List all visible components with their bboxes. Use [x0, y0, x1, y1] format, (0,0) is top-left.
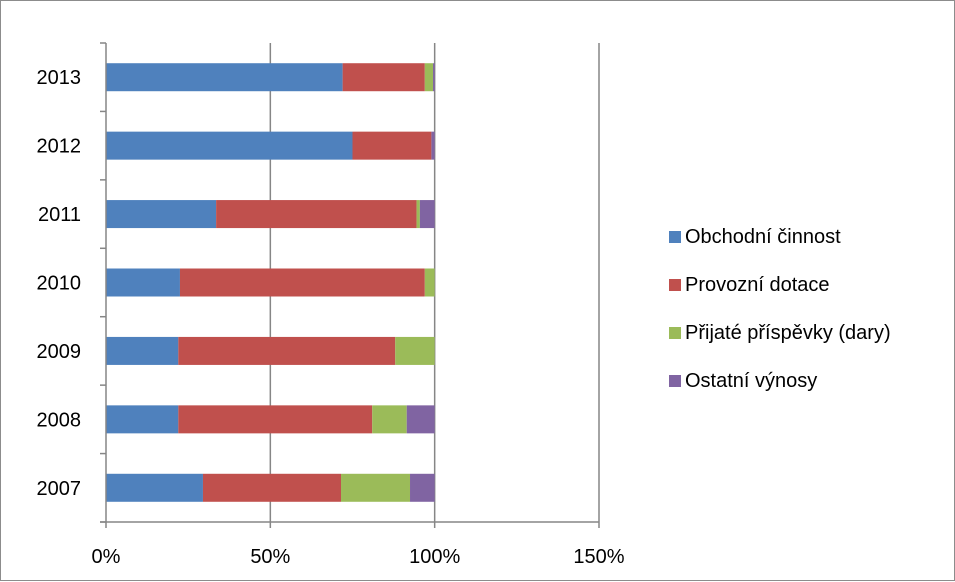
bar-segment — [106, 63, 343, 92]
legend-item: Přijaté příspěvky (dary) — [669, 309, 891, 357]
x-tick-label: 50% — [250, 546, 290, 568]
bar-segment — [342, 63, 425, 92]
bar-segment — [178, 336, 396, 365]
category-label: 2009 — [37, 341, 82, 363]
x-tick-label: 100% — [409, 546, 460, 568]
bar-segment — [106, 405, 179, 434]
bar-segment — [372, 405, 407, 434]
bar-segment — [179, 268, 425, 297]
bar-segment — [106, 131, 353, 160]
legend-label: Provozní dotace — [685, 273, 830, 296]
bar-segment — [106, 336, 179, 365]
bar-segment — [424, 63, 434, 92]
x-tick-label: 0% — [92, 546, 121, 568]
category-label: 2011 — [38, 204, 81, 226]
legend: Obchodní činnost Provozní dotace Přijaté p… — [669, 213, 891, 405]
legend-label: Obchodní činnost — [685, 225, 841, 248]
legend-swatch — [669, 375, 681, 387]
bar-segment — [178, 405, 373, 434]
bar-segment — [433, 63, 435, 92]
bar-segment — [416, 200, 420, 229]
category-label: 2008 — [37, 409, 82, 431]
legend-label: Přijaté příspěvky (dary) — [685, 321, 891, 344]
legend-swatch — [669, 279, 681, 291]
legend-label: Ostatní výnosy — [685, 369, 818, 392]
category-label: 2007 — [37, 478, 82, 500]
bar-segment — [424, 268, 435, 297]
bar-segment — [106, 268, 180, 297]
category-label: 2012 — [37, 136, 82, 158]
category-label: 2013 — [37, 67, 82, 89]
bar-segment — [340, 473, 411, 502]
legend-item: Provozní dotace — [669, 261, 891, 309]
x-tick-label: 150% — [573, 546, 624, 568]
bar-segment — [106, 473, 203, 502]
bar-segment — [106, 200, 217, 229]
category-label: 2010 — [37, 273, 82, 295]
legend-swatch — [669, 327, 681, 339]
bar-segment — [395, 336, 435, 365]
bar-segment — [406, 405, 435, 434]
bar-segment — [419, 200, 435, 229]
bar-segment — [410, 473, 435, 502]
bar-segment — [216, 200, 417, 229]
bar-segment — [202, 473, 341, 502]
bar-segment — [352, 131, 432, 160]
legend-item: Obchodní činnost — [669, 213, 891, 261]
bar-segment — [431, 131, 435, 160]
legend-swatch — [669, 231, 681, 243]
legend-item: Ostatní výnosy — [669, 357, 891, 405]
